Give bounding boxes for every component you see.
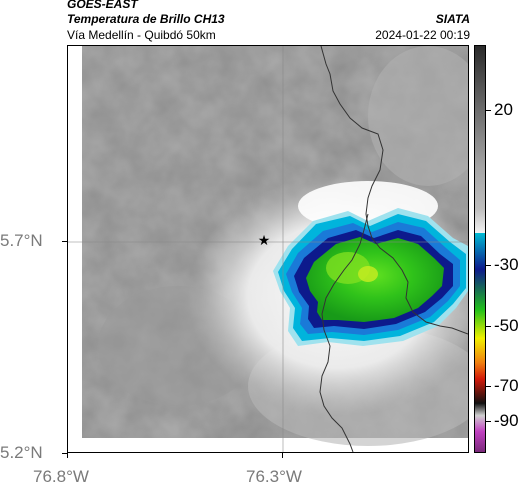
lat-label: 5.2°N (0, 443, 43, 462)
colorbar-tick (486, 386, 491, 387)
colorbar-label: -90 (494, 411, 519, 430)
colorbar-tick (486, 326, 491, 327)
product-title: Temperatura de Brillo CH13 (67, 12, 225, 26)
colorbar (474, 45, 486, 453)
organization-name: SIATA (435, 12, 470, 26)
border-line (320, 46, 468, 335)
colorbar-tick (486, 265, 491, 266)
colorbar-label: -70 (494, 376, 519, 395)
colorbar-label: -30 (494, 255, 519, 274)
star-icon: ★ (258, 233, 271, 249)
colorbar-label: 20 (494, 100, 513, 119)
colorbar-label: -50 (494, 316, 519, 335)
lon-label: 76.8°W (33, 467, 89, 486)
satellite-name: GOES-EAST (67, 0, 138, 11)
colorbar-tick (486, 421, 491, 422)
lat-tick (62, 241, 67, 242)
lon-tick (67, 453, 68, 458)
satellite-map[interactable]: ★ (67, 45, 469, 453)
timestamp: 2024-01-22 00:19 (375, 28, 470, 42)
convection-peak (358, 266, 378, 282)
lat-tick (62, 453, 67, 454)
border-line (319, 213, 369, 452)
lat-label: 5.7°N (0, 231, 43, 250)
map-canvas: ★ (68, 46, 468, 452)
cloud-patch (368, 46, 468, 186)
lon-tick (282, 453, 283, 458)
colorbar-tick (486, 110, 491, 111)
lon-label: 76.3°W (246, 467, 302, 486)
region-label: Vía Medellín - Quibdó 50km (67, 28, 216, 42)
